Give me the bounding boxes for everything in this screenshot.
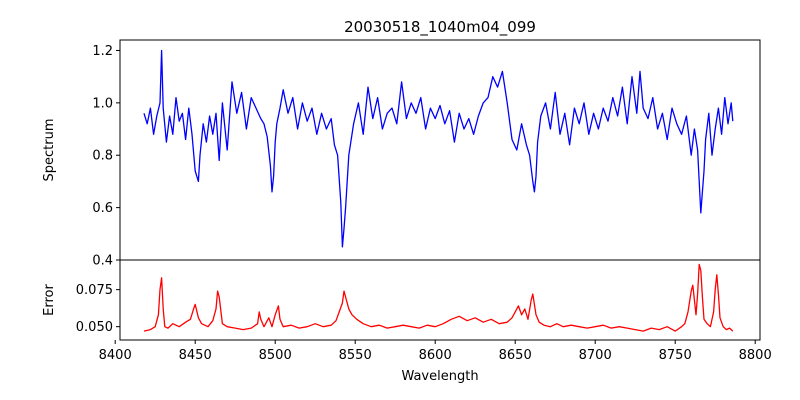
spectrum-y-tick-label: 0.4 [92,254,113,269]
x-tick-label: 8650 [499,348,532,363]
error-y-tick-label: 0.050 [76,320,113,335]
x-tick-label: 8700 [579,348,612,363]
x-tick-label: 8400 [99,348,132,363]
spectrum-line-0 [143,49,734,248]
spectrum-panel: 0.4 0.6 0.8 1.0 1.2 Spectrum [42,39,761,269]
error-y-ticks: 0.050 0.075 [76,283,120,335]
x-tick-label: 8600 [419,348,452,363]
x-tick-label: 8500 [259,348,292,363]
spectrum-y-tick-label: 1.0 [92,96,113,111]
error-y-axis-label: Error [42,284,57,316]
error-y-tick-label: 0.075 [76,283,113,298]
chart-title: 20030518_1040m04_099 [344,18,536,37]
error-series [143,263,734,332]
spectrum-y-tick-label: 1.2 [92,44,113,59]
error-axes-frame [119,259,761,341]
spectrum-y-tick-label: 0.8 [92,149,113,164]
error-line-0 [143,263,734,332]
x-tick-label: 8550 [339,348,372,363]
spectrum-y-ticks: 0.4 0.6 0.8 1.0 1.2 [92,44,120,269]
spectrum-series [143,49,734,248]
x-tick-label: 8750 [659,348,692,363]
spectrum-y-tick-label: 0.6 [92,201,113,216]
x-axis-label: Wavelength [401,369,478,384]
spectrum-axes-frame [119,39,761,261]
x-axis-ticks: 8400 8450 8500 8550 8600 8650 8700 8750 8800 [99,340,772,363]
error-panel: 0.050 0.075 Error [42,259,761,341]
spectrum-y-axis-label: Spectrum [42,119,57,182]
x-tick-label: 8800 [739,348,772,363]
x-tick-label: 8450 [179,348,212,363]
